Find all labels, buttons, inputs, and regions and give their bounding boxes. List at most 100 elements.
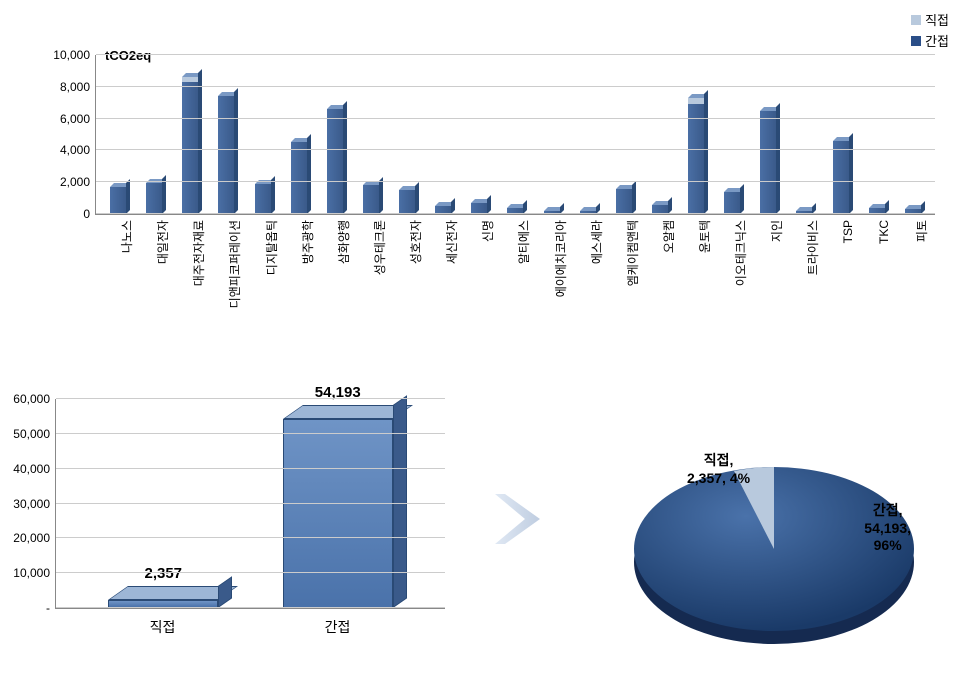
gridline	[56, 572, 445, 573]
xlabel: 디지탈옵틱	[263, 220, 280, 275]
xlabel: 피토	[913, 220, 930, 242]
pie-label-direct-l2: 2,357, 4%	[687, 470, 750, 486]
bar-front	[255, 184, 271, 214]
xlabel: 이오테크닉스	[732, 220, 749, 286]
xlabel: 오알켐	[660, 220, 677, 253]
bar-slot	[750, 55, 786, 214]
xlabel-slot: 삼화양행	[317, 214, 353, 314]
bar-slot	[425, 55, 461, 214]
xlabel: 대주전자재료	[190, 220, 207, 286]
bl-xlabel: 간접	[250, 617, 425, 637]
xlabel-slot: 방주광학	[281, 214, 317, 314]
xlabel: 성우테크론	[371, 220, 388, 275]
bar-slot	[245, 55, 281, 214]
xlabel: 신명	[479, 220, 496, 242]
bar-side	[379, 177, 383, 214]
xlabel: 에스세라	[588, 220, 605, 264]
bar-side	[523, 200, 527, 214]
bar-side	[704, 90, 708, 214]
bar-side	[885, 200, 889, 214]
bar	[616, 189, 632, 214]
xlabel: 지인	[768, 220, 785, 242]
bottom-bar-xlabels: 직접간접	[55, 609, 445, 637]
xlabel: 알티에스	[515, 220, 532, 264]
pie-chart: 직접, 2,357, 4% 간접, 54,193, 96%	[619, 434, 929, 664]
bar-front	[182, 77, 198, 214]
bar-slot	[823, 55, 859, 214]
xlabel-slot: 피토	[895, 214, 931, 314]
bar	[833, 141, 849, 214]
xlabel-slot: 디지탈옵틱	[245, 214, 281, 314]
xlabel: 에이에치코리아	[552, 220, 569, 297]
legend-item-indirect: 간접	[911, 31, 949, 50]
xlabel-slot: 알티에스	[497, 214, 533, 314]
bl-value-label: 2,357	[144, 565, 182, 582]
xlabel-slot: TSP	[823, 214, 859, 314]
bar-slot	[895, 55, 931, 214]
bar-side	[740, 184, 744, 214]
xlabel-slot: 에이에치코리아	[534, 214, 570, 314]
xlabel: 방주광학	[299, 220, 316, 264]
legend-item-direct: 직접	[911, 10, 949, 29]
bar	[291, 142, 307, 214]
xlabel-slot: 에스세라	[570, 214, 606, 314]
gridline	[96, 54, 935, 55]
ytick-label: 6,000	[60, 112, 90, 126]
ytick-label: 0	[83, 207, 90, 221]
xlabel-slot: 신명	[461, 214, 497, 314]
bar-side	[307, 134, 311, 214]
bar-direct-overlay	[688, 98, 704, 104]
xlabel-slot: TKC	[859, 214, 895, 314]
bar-front	[110, 187, 126, 214]
bar-slot	[208, 55, 244, 214]
pie-label-direct: 직접, 2,357, 4%	[687, 452, 750, 487]
xlabel-slot: 대주전자재료	[172, 214, 208, 314]
xlabel-slot: 디앤피코퍼레이션	[208, 214, 244, 314]
gridline	[56, 433, 445, 434]
xlabel-slot: 성호전자	[389, 214, 425, 314]
bar-direct-overlay	[182, 77, 198, 82]
ytick-label: 30,000	[13, 497, 50, 511]
xlabel-slot: 이오테크닉스	[714, 214, 750, 314]
xlabel: 나노스	[118, 220, 135, 253]
ytick-label: 60,000	[13, 392, 50, 406]
top-chart-plot: 나노스대일전자대주전자재료디앤피코퍼레이션디지탈옵틱방주광학삼화양행성우테크론성…	[95, 55, 935, 215]
ytick-label: 40,000	[13, 462, 50, 476]
ytick-label: 10,000	[53, 48, 90, 62]
bar-front	[833, 141, 849, 214]
gridline	[96, 149, 935, 150]
bar-side	[415, 182, 419, 214]
bar-slot	[317, 55, 353, 214]
xlabel-slot: 엠케이켐앤텍	[606, 214, 642, 314]
bar	[399, 190, 415, 214]
bar-slot	[570, 55, 606, 214]
legend-label-indirect: 간접	[925, 31, 949, 50]
xlabel: 트라이비스	[804, 220, 821, 275]
legend: 직접 간접	[911, 10, 949, 52]
bar	[146, 183, 162, 214]
ytick-label: 20,000	[13, 531, 50, 545]
bar-slot	[172, 55, 208, 214]
bar-slot	[714, 55, 750, 214]
gridline	[56, 468, 445, 469]
gridline	[56, 503, 445, 504]
bar	[760, 111, 776, 214]
bottom-bar-plot: 2,35754,193 -10,00020,00030,00040,00050,…	[55, 399, 445, 609]
bar-slot	[136, 55, 172, 214]
bar-side	[198, 69, 202, 214]
bar-slot	[534, 55, 570, 214]
bar-slot	[100, 55, 136, 214]
bar-side	[776, 103, 780, 214]
bar	[255, 184, 271, 214]
xlabel-slot: 오알켐	[642, 214, 678, 314]
gridline	[96, 213, 935, 214]
bar-front	[724, 192, 740, 214]
gridline	[56, 607, 445, 608]
pie-label-indirect: 간접, 54,193, 96%	[864, 502, 911, 555]
xlabel: 성호전자	[407, 220, 424, 264]
bar-slot	[859, 55, 895, 214]
bar-front	[760, 111, 776, 214]
bar	[363, 185, 379, 214]
bar-front	[218, 96, 234, 214]
bl-xlabel: 직접	[75, 617, 250, 637]
